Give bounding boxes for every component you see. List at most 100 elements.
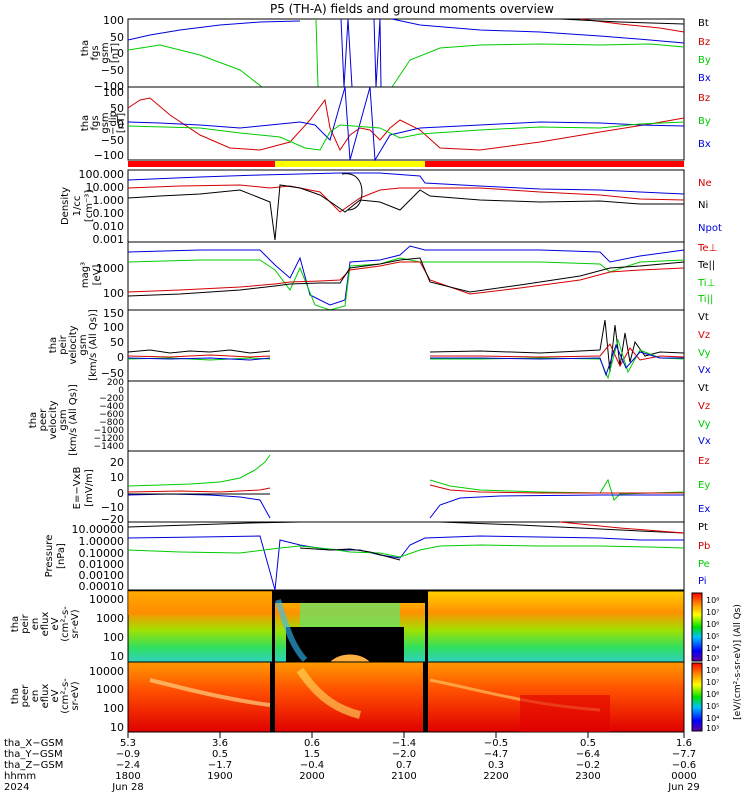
panel-peer-vel-ylabel-1: peer bbox=[38, 408, 49, 432]
legend-ni: Ni bbox=[698, 200, 708, 211]
panel-peer-vel-ylabel-0: tha bbox=[28, 412, 39, 428]
x-axis-label: 0000 bbox=[671, 771, 696, 782]
legend-fgs-bx: Bx bbox=[698, 73, 711, 84]
x-axis-label: −4.7 bbox=[484, 749, 508, 760]
x-axis-label: −1.4 bbox=[392, 738, 416, 749]
panel-peir-spec-ylabel-4: eV bbox=[50, 617, 61, 630]
panel-fgs-ylabel-2: gsm bbox=[100, 42, 111, 63]
legend-ti-perp: Ti⊥ bbox=[697, 278, 715, 289]
x-axis-label: Jun 29 bbox=[667, 782, 700, 793]
legend-fgs-bz: Bz bbox=[698, 37, 710, 48]
panel-fgs-ylabel-1: fgs bbox=[90, 45, 101, 60]
x-axis-label: −0.2 bbox=[576, 760, 600, 771]
panel-fgs-dip-ytick-4: −100 bbox=[94, 149, 124, 162]
legend-peer-vx: Vx bbox=[698, 436, 711, 447]
legend-ti-par: Ti|| bbox=[697, 294, 713, 305]
legend-peir-vt: Vt bbox=[698, 312, 709, 323]
panel-peer-vel-ylabel-4: [km/s (All Qs)] bbox=[68, 384, 79, 456]
panel-peir-vel-ylabel-1: peir bbox=[58, 334, 69, 354]
legend-ne: Ne bbox=[698, 178, 712, 189]
panel-peer-vel-ytick-6: −1000 bbox=[94, 426, 125, 436]
legend-te-par: Te|| bbox=[697, 260, 715, 271]
cbar2-tick-4: 10⁴ bbox=[706, 714, 719, 723]
x-axis-row-labels: tha_X−GSM tha_Y−GSM tha_Z−GSM hhmm 2024 bbox=[4, 738, 63, 793]
panel-pressure-ylabel-0: Pressure bbox=[44, 535, 55, 578]
cbar2-tick-0: 10⁸ bbox=[706, 666, 719, 675]
legend-ez: Ez bbox=[698, 456, 710, 467]
panel-density-ytick-5: 0.001 bbox=[93, 233, 125, 246]
legend-peer-vt: Vt bbox=[698, 383, 709, 394]
panel-fgs-dip-ylabel-0: tha bbox=[80, 115, 91, 131]
panel-fgs-dip-ylabel-3: −dip bbox=[108, 111, 119, 135]
x-axis-label: 0.5 bbox=[580, 738, 596, 749]
panel-pressure-ytick-1: 1.00000 bbox=[79, 535, 125, 548]
legend-peer-vy: Vy bbox=[698, 419, 711, 430]
xrow-label-year: 2024 bbox=[4, 782, 29, 793]
panel-fgs-dip-ylabel-4: [nT] bbox=[116, 113, 127, 133]
panel-peer-vel-ytick-1: 0 bbox=[118, 386, 124, 396]
x-axis-label: 2300 bbox=[575, 771, 600, 782]
panel-fgs-dip-ytick-0: 100 bbox=[103, 86, 124, 99]
panel-temp-ylabel-1: [eV] bbox=[92, 265, 103, 286]
panel-fgs-ytick-2: 0 bbox=[117, 47, 124, 60]
cbar1-tick-4: 10⁴ bbox=[706, 644, 719, 653]
cbar1-tick-1: 10⁷ bbox=[706, 608, 719, 617]
panel-peer-spec-ytick-0: 10000 bbox=[89, 665, 124, 678]
x-axis-label: 5.3 bbox=[120, 738, 136, 749]
panel-peir-spec-ytick-3: 10 bbox=[110, 650, 124, 663]
x-axis-label: −2.0 bbox=[392, 749, 416, 760]
panel-density-ytick-1: 10.000 bbox=[86, 181, 125, 194]
x-axis-label: Jun 28 bbox=[111, 782, 144, 793]
panel-density-ytick-0: 100.000 bbox=[79, 168, 125, 181]
legend-peir-vx: Vx bbox=[698, 365, 711, 376]
panel-peer-spec-ylabel-6: sr-eV) bbox=[70, 681, 81, 710]
cbar2-tick-3: 10⁵ bbox=[706, 702, 719, 711]
panel-pressure-ytick-2: 0.10000 bbox=[79, 547, 125, 560]
panel-fgs-ytick-3: −50 bbox=[101, 64, 124, 77]
panel-peir-spec-ylabel-0: tha bbox=[10, 616, 21, 632]
x-axis bbox=[127, 732, 685, 738]
colorbar: 10⁸ 10⁷ 10⁶ 10⁵ 10⁴ 10³ 10⁸ 10⁷ 10⁶ 10⁵ … bbox=[691, 592, 743, 733]
panel-density-ytick-4: 0.010 bbox=[93, 220, 125, 233]
panel-peer-spec-ytick-1: 1000 bbox=[96, 683, 124, 696]
panel-fgs-ytick-1: 50 bbox=[110, 31, 124, 44]
panel-peer-vel-ytick-3: −400 bbox=[99, 402, 124, 412]
panel-peir-spec-ytick-1: 1000 bbox=[96, 612, 124, 625]
panel-pressure-ytick-0: 10.00000 bbox=[72, 523, 125, 536]
panel-pressure-ytick-5: 0.00010 bbox=[79, 580, 125, 593]
panel-efield-ytick-3: −10 bbox=[101, 501, 124, 514]
legend-pe: Pe bbox=[698, 559, 710, 570]
x-axis-label: −6.4 bbox=[576, 749, 600, 760]
panel-density: Density 1/cc [cm⁻³] 100.000 10.000 1.000… bbox=[60, 168, 722, 246]
legend-fgs-bt: Bt bbox=[698, 18, 709, 29]
panel-peir-vel-ytick-4: −50 bbox=[101, 367, 124, 380]
panel-peer-vel: tha peer velocity gsm [km/s (All Qs)] 20… bbox=[28, 378, 711, 456]
panel-fgs-dip-ytick-2: 0 bbox=[117, 118, 124, 131]
legend-npot: Npot bbox=[698, 223, 722, 234]
legend-pt: Pt bbox=[698, 522, 708, 533]
panel-peir-spec-ytick-0: 10000 bbox=[89, 593, 124, 606]
panel-peer-vel-ylabel-3: gsm bbox=[58, 409, 69, 430]
panel-efield-ytick-1: 10 bbox=[110, 471, 124, 484]
panel-peir-vel-ytick-3: 0 bbox=[117, 351, 124, 364]
cbar1-tick-2: 10⁶ bbox=[706, 620, 719, 629]
cbar2-tick-2: 10⁶ bbox=[706, 690, 719, 699]
panel-pressure-ylabel-1: [nPa] bbox=[56, 543, 67, 569]
cbar1-tick-3: 10⁵ bbox=[706, 632, 719, 641]
panel-peer-vel-ytick-2: −200 bbox=[99, 394, 124, 404]
legend-dip-bz: Bz bbox=[698, 93, 710, 104]
panel-density-ylabel-0: Density bbox=[60, 187, 71, 225]
mode-bar bbox=[128, 161, 684, 167]
legend-ex: Ex bbox=[698, 504, 710, 515]
panel-peer-vel-ytick-5: −800 bbox=[99, 418, 124, 428]
panel-temp: mag³ [eV] 1000 100 Te⊥ Te|| Ti⊥ Ti|| bbox=[80, 241, 717, 311]
panel-efield: E=−VxB [mV/m] 20 10 0 −10 −20 Ez Ey Ex bbox=[72, 450, 710, 526]
legend-dip-by: By bbox=[698, 116, 711, 127]
legend-peer-vz: Vz bbox=[698, 401, 710, 412]
x-axis-label: 0.7 bbox=[396, 760, 412, 771]
x-axis-label: 0.6 bbox=[304, 738, 320, 749]
panel-peir-spec-ylabel-1: peir bbox=[20, 613, 31, 633]
x-axis-label: 0.3 bbox=[488, 760, 504, 771]
